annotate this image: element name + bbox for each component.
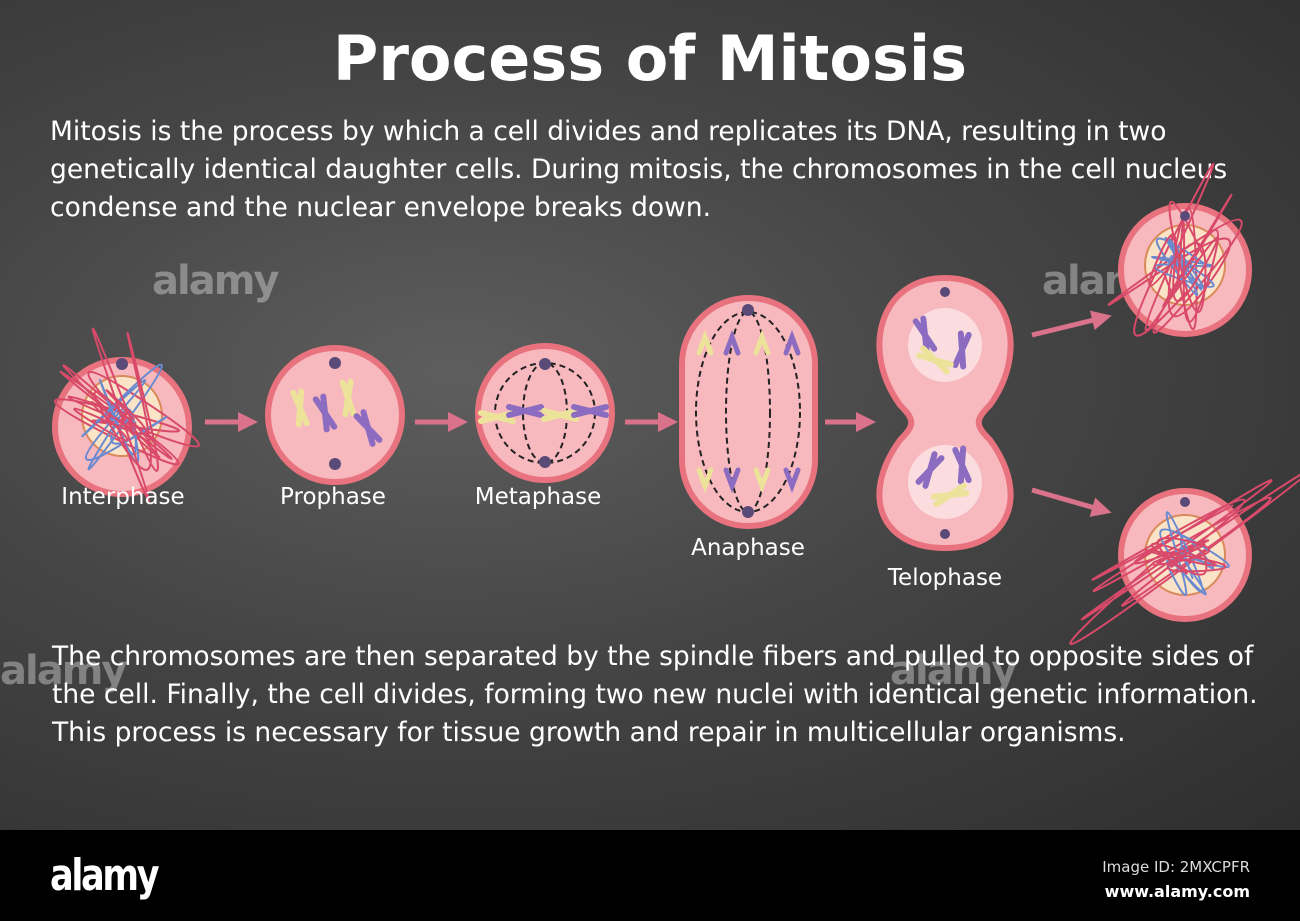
chromatid-icon — [696, 467, 714, 494]
daughter-cell-bottom — [1069, 473, 1300, 646]
daughter-cell-top — [1107, 162, 1252, 337]
chromosome-icon — [290, 388, 310, 428]
chromatid-icon — [783, 329, 801, 356]
chromosome-icon — [353, 409, 383, 447]
chromosome-icon — [312, 393, 338, 433]
stage-label-anaphase: Anaphase — [691, 535, 805, 561]
anaphase-cell — [679, 295, 818, 529]
chromosome-icon — [915, 451, 945, 489]
chromatid-icon — [723, 467, 741, 494]
chromatid-icon — [753, 329, 771, 356]
chromatid-icon — [783, 467, 801, 494]
watermark: alamy — [890, 648, 1017, 694]
chromatin-icon — [54, 327, 200, 502]
alamy-logo: alamy — [50, 850, 160, 901]
centrosome-icon — [116, 358, 128, 370]
conclusion-paragraph: The chromosomes are then separated by th… — [52, 641, 1258, 748]
chromosome-icon — [916, 345, 954, 375]
chalkboard-background — [0, 0, 1300, 830]
chromosome-icon — [930, 482, 970, 508]
image-id: Image ID: 2MXCPFR — [1102, 858, 1250, 876]
stage-label-interphase: Interphase — [61, 484, 185, 510]
interphase-cell — [52, 327, 200, 502]
chromatid-icon — [753, 467, 771, 494]
arrow-icon — [1031, 487, 1112, 517]
stage-label-metaphase: Metaphase — [474, 484, 602, 510]
chromatin-icon — [1107, 162, 1243, 337]
metaphase-cell — [475, 343, 615, 483]
watermark: alamy — [152, 258, 279, 304]
stage-label-prophase: Prophase — [280, 484, 386, 510]
arrow-icon — [1031, 310, 1112, 338]
footer-bar: alamy Image ID: 2MXCPFR www.alamy.com — [0, 830, 1300, 921]
mitosis-diagram — [52, 162, 1300, 646]
telophase-cell — [876, 274, 1014, 552]
chromosome-icon — [541, 408, 579, 422]
site-url: www.alamy.com — [1104, 882, 1250, 901]
chromatid-icon — [723, 329, 741, 356]
chromosome-icon — [952, 445, 972, 485]
prophase-cell — [265, 345, 405, 485]
chromosome-icon — [952, 330, 972, 370]
stage-label-telophase: Telophase — [887, 565, 1003, 591]
chromosome-icon — [339, 378, 357, 418]
intro-paragraph: Mitosis is the process by which a cell d… — [50, 116, 1228, 223]
watermark: alamy — [0, 648, 127, 694]
chromosome-icon — [912, 315, 938, 355]
chromatin-icon — [1069, 473, 1300, 646]
chromatid-icon — [696, 329, 714, 356]
page-title: Process of Mitosis — [332, 22, 968, 95]
chromosome-icon — [571, 404, 609, 418]
chromosome-icon — [506, 404, 544, 418]
